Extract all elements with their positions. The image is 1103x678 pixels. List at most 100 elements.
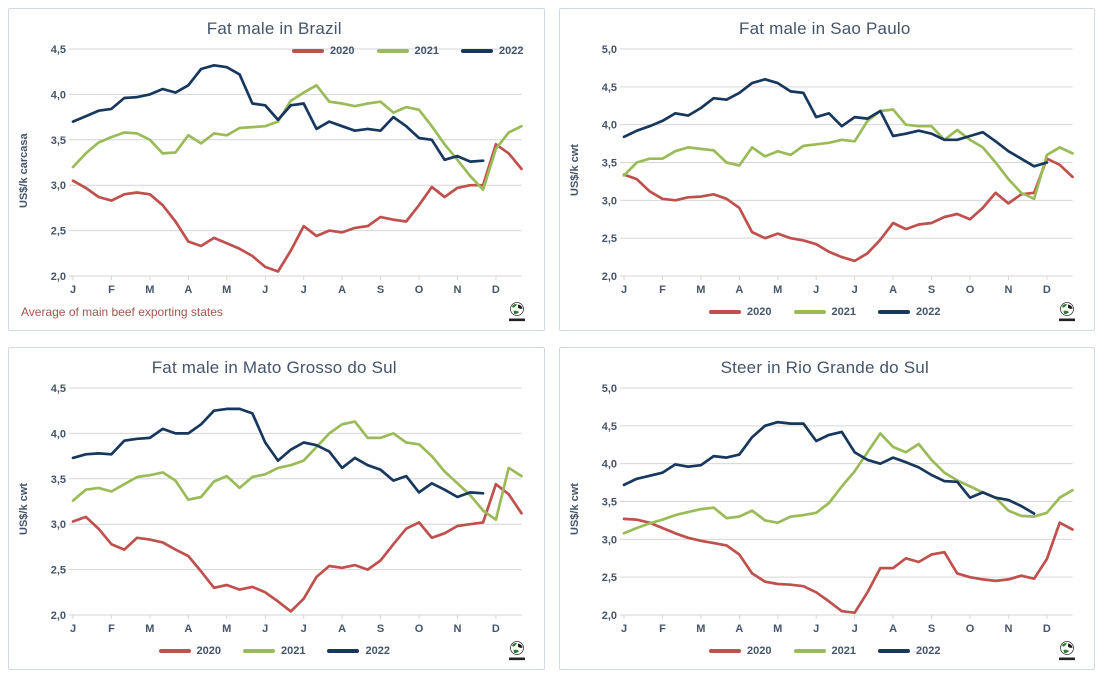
panel-footer: 2020 2021 2022: [15, 639, 534, 663]
y-tick-label: 3,5: [601, 158, 616, 170]
x-tick-label: J: [262, 623, 268, 635]
x-tick-label: O: [415, 284, 424, 296]
y-tick-label: 3,0: [51, 180, 66, 192]
y-tick-label: 2,5: [601, 572, 616, 584]
legend-label: 2021: [281, 645, 306, 657]
y-tick-label: 2,0: [51, 271, 66, 283]
y-tick-label: 4,0: [601, 459, 616, 471]
series-line-2021: [622, 432, 1074, 535]
globe-icon: [1059, 302, 1075, 322]
y-axis-label: US$/k cwt: [18, 483, 30, 536]
x-tick-label: M: [145, 623, 154, 635]
x-tick-label: A: [889, 623, 897, 635]
y-tick-label: 4,0: [51, 428, 66, 440]
legend-item-2022: 2022: [877, 306, 940, 318]
series-line-2022: [622, 77, 1048, 168]
series-line-2020: [622, 517, 1074, 615]
legend-label: 2022: [915, 645, 941, 657]
legend-label: 2021: [831, 645, 856, 657]
y-tick-label: 4,5: [51, 44, 66, 56]
legend-item-2022: 2022: [877, 645, 941, 657]
y-tick-label: 4,0: [51, 89, 66, 101]
y-tick-label: 5,0: [601, 383, 616, 395]
series-line-swatch: [709, 310, 742, 314]
x-tick-label: J: [851, 623, 857, 635]
chart-area-brazil: US$/k carcasa 2,0 2,5 3,0 3,5 4,0 4,5 J F M A M J J A…: [15, 41, 534, 300]
x-tick-label: J: [70, 284, 76, 296]
legend: 2020 2021 2022: [158, 645, 390, 657]
x-tick-label: A: [184, 284, 192, 296]
chart-title-rio-grande: Steer in Rio Grande do Sul: [720, 358, 929, 377]
plot-wrap: 2,0 2,5 3,0 3,5 4,0 4,5 J F M A M J J A S O N D: [33, 380, 534, 639]
legend-item-2020: 2020: [292, 45, 355, 57]
chart-panel-brazil: Fat male in Brazil US$/k carcasa 2,0 2,5 3…: [8, 8, 545, 331]
y-tick-label: 3,0: [601, 534, 616, 546]
y-tick-label: 4,0: [601, 120, 616, 132]
x-tick-label: M: [773, 284, 782, 296]
legend-item-2021: 2021: [243, 645, 305, 657]
panel-footer: Average of main beef exporting states: [15, 300, 534, 324]
chart-title-mato-grosso: Fat male in Mato Grosso do Sul: [151, 358, 397, 377]
line-chart-sao-paulo: 2,0 2,5 3,0 3,5 4,0 4,5 5,0 J F M A M J J A S O N D: [601, 44, 1074, 296]
x-tick-label: J: [301, 284, 307, 296]
x-tick-label: D: [492, 623, 500, 635]
x-tick-label: N: [453, 623, 461, 635]
series-line-swatch: [327, 649, 360, 653]
series-line-swatch: [709, 649, 742, 653]
y-tick-label: 2,0: [51, 610, 66, 622]
chart-panel-rio-grande: Steer in Rio Grande do Sul US$/k cwt 2,0…: [558, 347, 1095, 670]
legend: 2020 2021 2022: [709, 645, 940, 657]
chart-title-sao-paulo: Fat male in Sao Paulo: [739, 19, 911, 38]
x-tick-label: S: [377, 284, 384, 296]
series-line-2021: [622, 108, 1074, 201]
x-tick-label: D: [1042, 284, 1050, 296]
legend: 2020 2021 2022: [709, 306, 940, 318]
y-axis-label: US$/k cwt: [568, 144, 581, 197]
y-tick-label: 2,0: [601, 610, 616, 622]
legend-item-2021: 2021: [376, 45, 440, 57]
x-tick-label: M: [696, 623, 705, 635]
globe-icon: [508, 641, 525, 661]
globe-icon: [508, 302, 525, 322]
chart-area-mato-grosso: US$/k cwt 2,0 2,5 3,0 3,5 4,0 4,5 J F M A M J J A S O N D: [15, 380, 534, 639]
y-tick-label: 2,5: [51, 226, 66, 238]
y-tick-label: 4,5: [51, 383, 66, 395]
x-tick-label: J: [813, 623, 819, 635]
series-line-2021: [71, 420, 523, 522]
legend-label: 2020: [747, 306, 772, 318]
x-tick-label: A: [184, 623, 192, 635]
series-line-swatch: [158, 649, 191, 653]
legend-label: 2022: [365, 645, 390, 657]
x-tick-label: D: [492, 284, 500, 296]
series-line-2021: [71, 83, 523, 192]
legend-label: 2020: [747, 645, 772, 657]
legend-label: 2022: [499, 45, 524, 57]
plot-wrap: 2,0 2,5 3,0 3,5 4,0 4,5 5,0 J F M A M J J A S O N D: [584, 41, 1085, 300]
x-tick-label: J: [301, 623, 307, 635]
x-tick-label: M: [222, 284, 231, 296]
series-line-swatch: [243, 649, 275, 653]
legend: 2020 2021 2022: [292, 45, 524, 57]
x-tick-label: J: [851, 284, 857, 296]
y-tick-label: 5,0: [601, 44, 616, 56]
y-tick-label: 3,5: [51, 135, 66, 147]
y-axis-label: US$/k cwt: [568, 483, 581, 536]
y-tick-label: 4,5: [601, 82, 616, 94]
y-tick-label: 3,5: [51, 474, 66, 486]
chart-area-rio-grande: US$/k cwt 2,0 2,5 3,0 3,5 4,0 4,5 5,0 J F M A M J J A S…: [566, 380, 1085, 639]
legend-label: 2021: [414, 45, 440, 57]
x-tick-label: A: [735, 623, 743, 635]
legend-item-2021: 2021: [793, 306, 856, 318]
chart-panel-mato-grosso: Fat male in Mato Grosso do Sul US$/k cwt…: [8, 347, 545, 670]
x-tick-label: F: [659, 623, 666, 635]
plot-wrap: 2,0 2,5 3,0 3,5 4,0 4,5 5,0 J F M A M J J A S O N D: [584, 380, 1085, 639]
x-tick-label: N: [453, 284, 461, 296]
x-tick-label: O: [965, 284, 974, 296]
x-tick-label: M: [222, 623, 231, 635]
x-tick-label: S: [377, 623, 384, 635]
series-line-2020: [622, 157, 1074, 263]
globe-icon: [1059, 641, 1075, 661]
chart-panel-sao-paulo: Fat male in Sao Paulo US$/k cwt 2,0 2,5 3,…: [558, 8, 1095, 331]
x-tick-label: A: [735, 284, 743, 296]
